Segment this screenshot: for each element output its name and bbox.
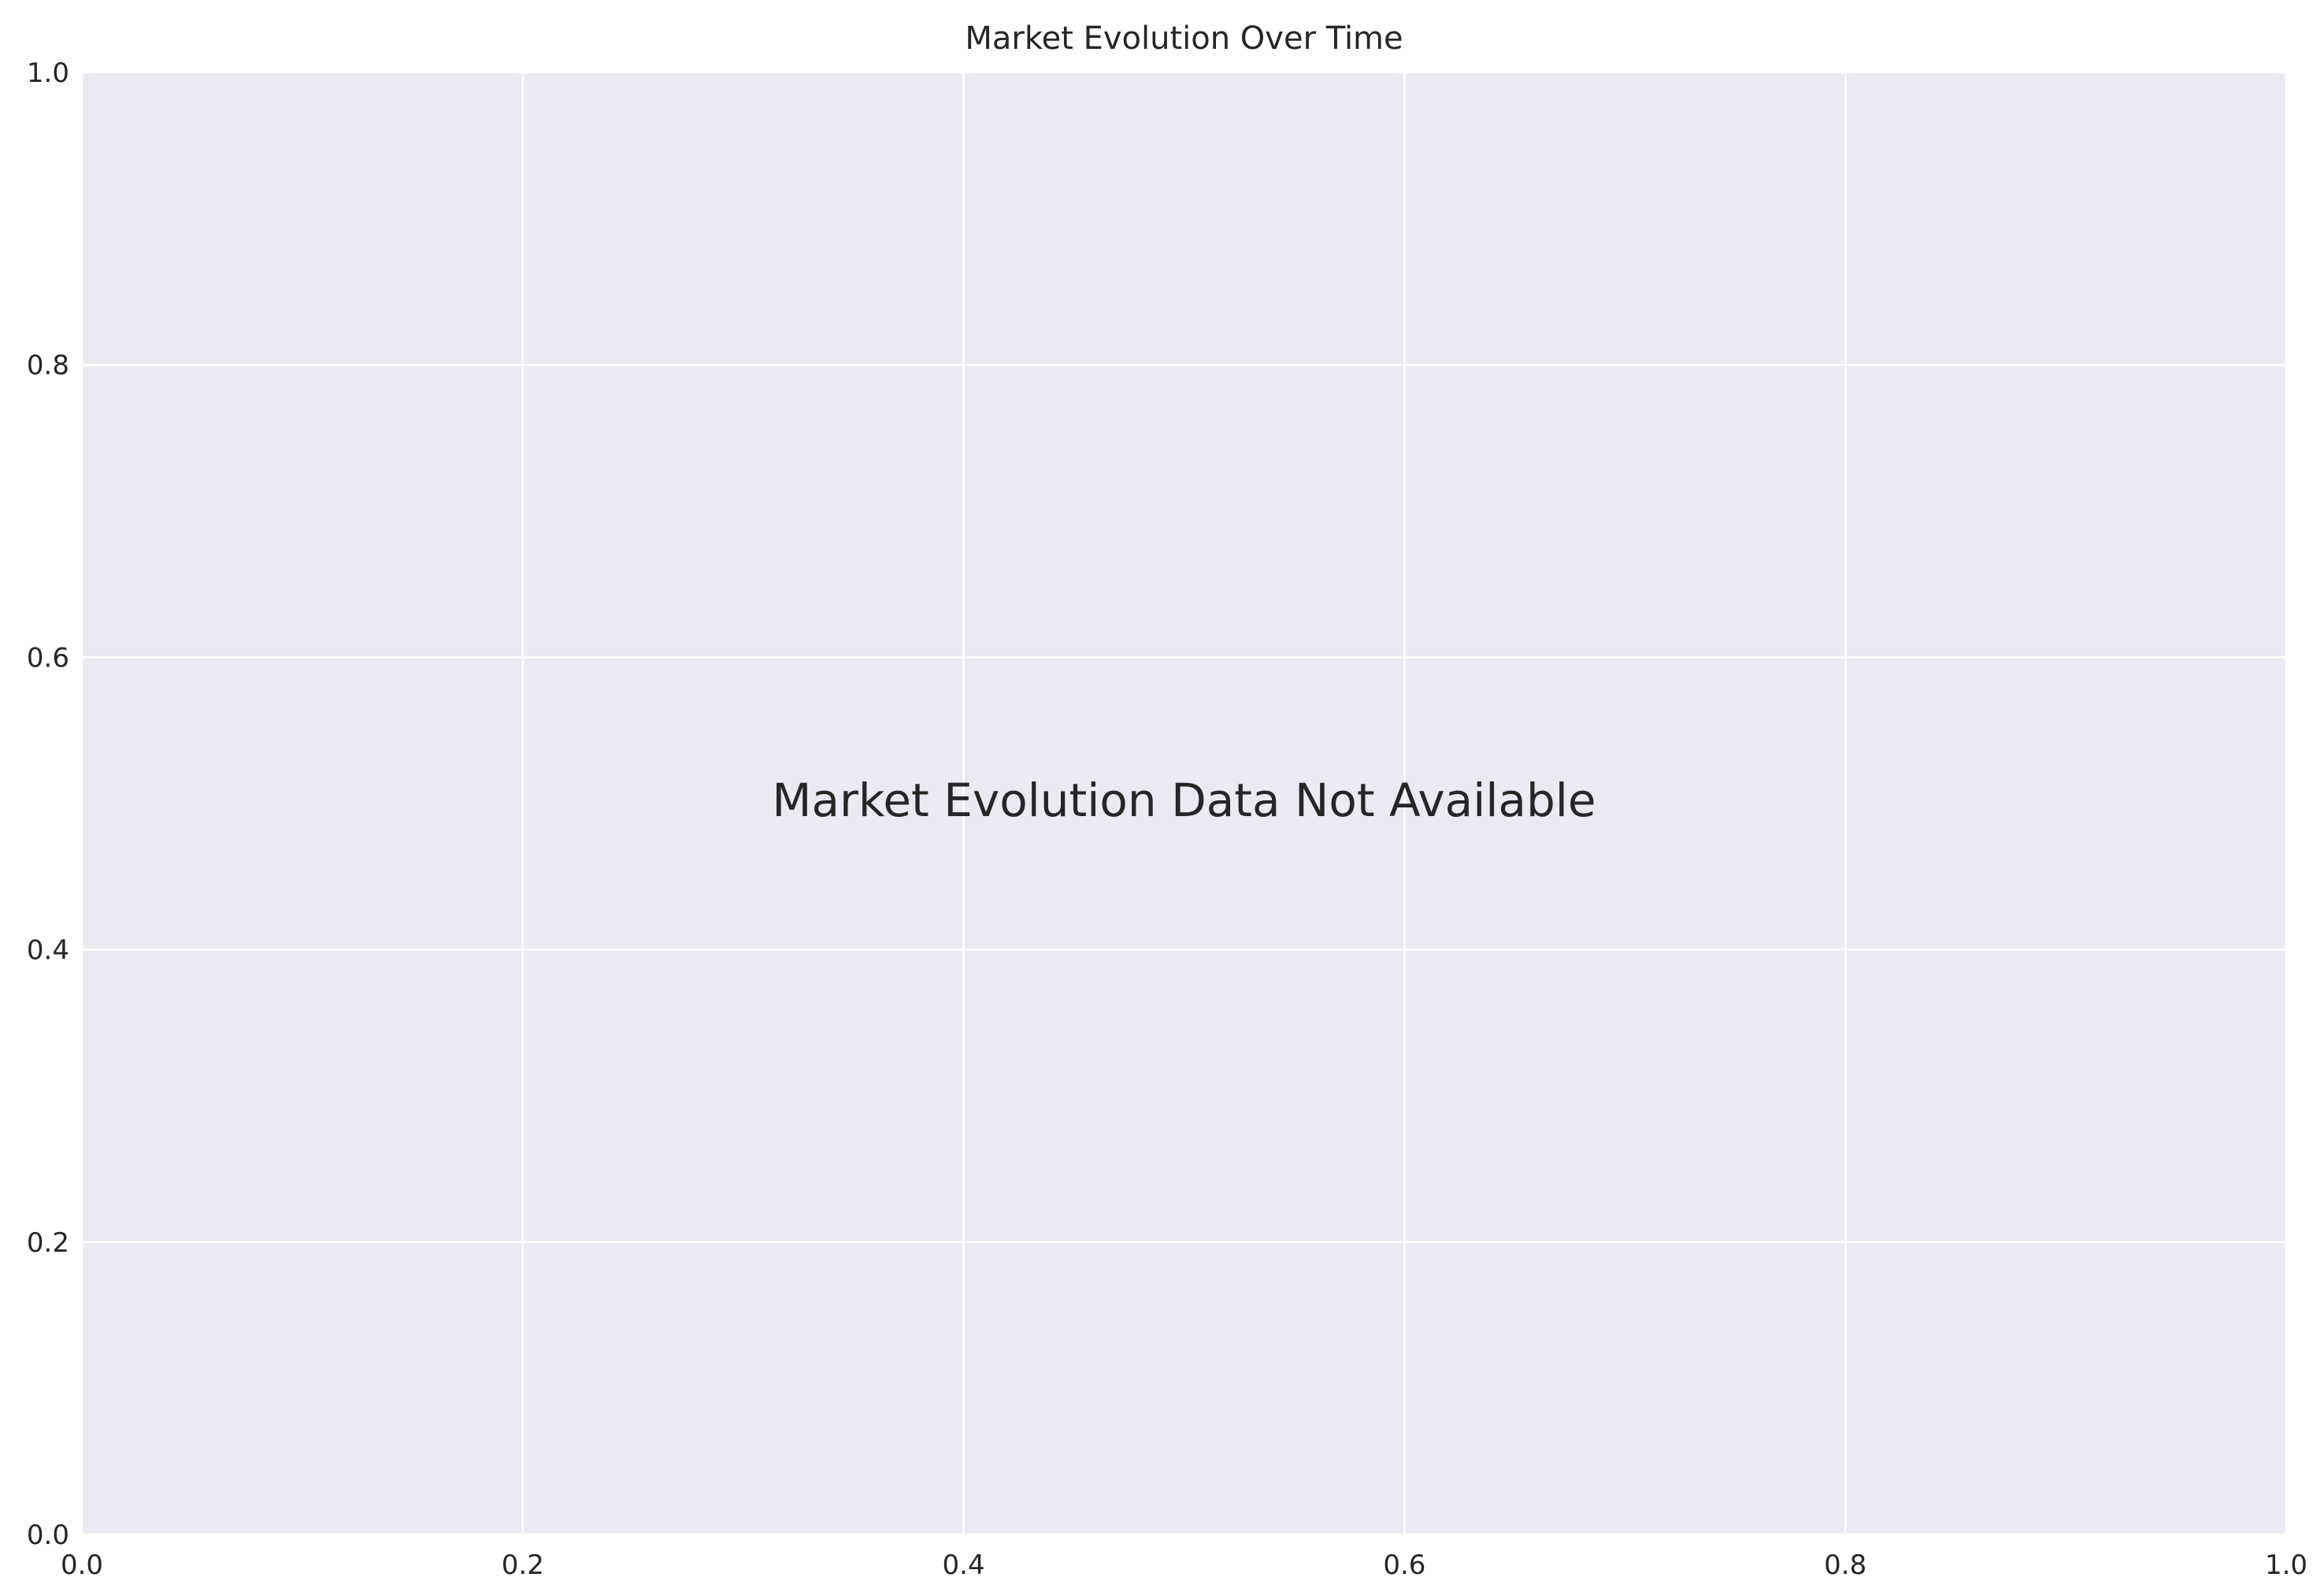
plot-area	[82, 72, 2286, 1534]
x-tick-label: 0.0	[61, 1549, 103, 1581]
y-tick-label: 0.4	[27, 935, 69, 967]
x-tick-label: 0.4	[943, 1549, 985, 1581]
x-tick-label: 0.2	[502, 1549, 544, 1581]
chart-title: Market Evolution Over Time	[965, 20, 1403, 57]
y-tick-label: 0.2	[27, 1227, 69, 1259]
x-tick-label: 1.0	[2265, 1549, 2307, 1581]
y-tick-label: 0.0	[27, 1520, 69, 1551]
y-axis-ticks: 0.0 0.2 0.4 0.6 0.8 1.0	[27, 58, 69, 1551]
y-tick-label: 1.0	[27, 58, 69, 89]
x-tick-label: 0.8	[1824, 1549, 1866, 1581]
grid-lines	[80, 71, 2288, 1536]
y-tick-label: 0.6	[27, 642, 69, 674]
no-data-message: Market Evolution Data Not Available	[772, 774, 1596, 827]
y-tick-label: 0.8	[27, 350, 69, 381]
x-axis-ticks: 0.0 0.2 0.4 0.6 0.8 1.0	[61, 1549, 2307, 1581]
x-tick-label: 0.6	[1383, 1549, 1425, 1581]
